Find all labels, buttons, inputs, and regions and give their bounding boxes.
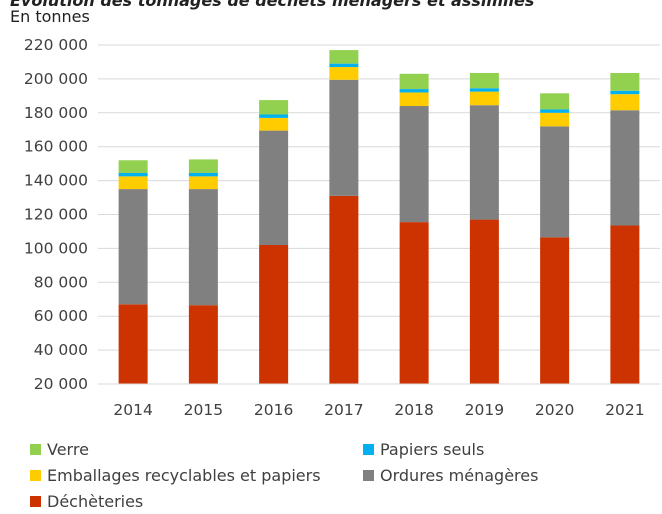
bar-d-ch-teries-2014 bbox=[118, 304, 148, 384]
x-tick-label: 2017 bbox=[324, 401, 363, 419]
chart-title: Évolution des tonnages de déchets ménage… bbox=[10, 0, 535, 10]
legend-swatch-papiers-seuls bbox=[363, 444, 374, 455]
bar-d-ch-teries-2016 bbox=[259, 245, 289, 384]
legend-label-decheteries: Déchèteries bbox=[47, 492, 144, 511]
legend-swatch-decheteries bbox=[30, 496, 41, 507]
legend-item-verre: Verre bbox=[30, 440, 89, 459]
bar-verre-2018 bbox=[399, 73, 429, 90]
y-tick-label: 40 000 bbox=[34, 341, 88, 359]
bar-papiers-seuls-2014 bbox=[118, 172, 148, 177]
x-tick-label: 2015 bbox=[184, 401, 223, 419]
legend-swatch-verre bbox=[30, 444, 41, 455]
y-tick-label: 140 000 bbox=[24, 172, 88, 190]
legend-item-emballages: Emballages recyclables et papiers bbox=[30, 466, 321, 485]
x-tick-label: 2014 bbox=[113, 401, 152, 419]
bar-d-ch-teries-2015 bbox=[188, 305, 218, 384]
bar-ordures-m-nag-res-2021 bbox=[610, 110, 640, 226]
x-tick-label: 2019 bbox=[465, 401, 504, 419]
bar-verre-2016 bbox=[259, 100, 289, 115]
legend-item-decheteries: Déchèteries bbox=[30, 492, 143, 511]
bar-papiers-seuls-2018 bbox=[399, 89, 429, 93]
bar-emballages-recyclables-et-papiers-2015 bbox=[188, 176, 218, 190]
y-tick-label: 20 000 bbox=[34, 375, 88, 393]
legend-label-verre: Verre bbox=[47, 440, 89, 459]
chart-subtitle: En tonnes bbox=[10, 7, 90, 26]
y-tick-label: 220 000 bbox=[24, 36, 88, 54]
y-tick-label: 60 000 bbox=[34, 307, 88, 325]
bar-emballages-recyclables-et-papiers-2021 bbox=[610, 94, 640, 111]
legend-item-papiers-seuls: Papiers seuls bbox=[363, 440, 484, 459]
bar-verre-2017 bbox=[329, 50, 359, 64]
legend-swatch-ordures-menageres bbox=[363, 470, 374, 481]
bar-papiers-seuls-2019 bbox=[469, 88, 499, 92]
y-tick-label: 200 000 bbox=[24, 70, 88, 88]
legend-item-ordures-menageres: Ordures ménagères bbox=[363, 466, 538, 485]
bar-papiers-seuls-2016 bbox=[259, 114, 289, 118]
y-tick-label: 100 000 bbox=[24, 239, 88, 257]
legend-label-emballages: Emballages recyclables et papiers bbox=[47, 466, 321, 485]
bar-ordures-m-nag-res-2020 bbox=[540, 126, 570, 238]
bar-ordures-m-nag-res-2014 bbox=[118, 189, 148, 305]
y-tick-label: 160 000 bbox=[24, 138, 88, 156]
bar-papiers-seuls-2017 bbox=[329, 63, 359, 68]
bar-ordures-m-nag-res-2018 bbox=[399, 106, 429, 223]
bar-emballages-recyclables-et-papiers-2017 bbox=[329, 67, 359, 80]
bar-emballages-recyclables-et-papiers-2018 bbox=[399, 92, 429, 107]
bar-verre-2014 bbox=[118, 160, 148, 173]
bar-ordures-m-nag-res-2017 bbox=[329, 79, 359, 196]
stacked-bar-chart: 20 000 40 000 60 000 80 000 100 000 120 000 14… bbox=[24, 36, 660, 419]
bar-d-ch-teries-2019 bbox=[469, 219, 499, 384]
bar-papiers-seuls-2020 bbox=[540, 109, 570, 113]
bar-papiers-seuls-2021 bbox=[610, 90, 640, 95]
bar-papiers-seuls-2015 bbox=[188, 172, 218, 177]
legend-label-ordures-menageres: Ordures ménagères bbox=[380, 466, 539, 485]
bar-verre-2021 bbox=[610, 72, 640, 91]
y-tick-label: 80 000 bbox=[34, 273, 88, 291]
bar-emballages-recyclables-et-papiers-2016 bbox=[259, 117, 289, 131]
x-tick-label: 2021 bbox=[605, 401, 644, 419]
legend-swatch-emballages bbox=[30, 470, 41, 481]
bar-verre-2019 bbox=[469, 72, 499, 89]
bar-ordures-m-nag-res-2015 bbox=[188, 189, 218, 306]
bar-ordures-m-nag-res-2016 bbox=[259, 130, 289, 246]
bar-d-ch-teries-2021 bbox=[610, 225, 640, 384]
bar-d-ch-teries-2018 bbox=[399, 222, 429, 384]
y-tick-label: 180 000 bbox=[24, 104, 88, 122]
bar-emballages-recyclables-et-papiers-2014 bbox=[118, 176, 148, 190]
bar-verre-2020 bbox=[540, 93, 570, 110]
bar-ordures-m-nag-res-2019 bbox=[469, 105, 499, 220]
y-tick-label: 120 000 bbox=[24, 206, 88, 224]
bar-emballages-recyclables-et-papiers-2019 bbox=[469, 91, 499, 106]
bar-emballages-recyclables-et-papiers-2020 bbox=[540, 112, 570, 127]
bar-d-ch-teries-2020 bbox=[540, 237, 570, 384]
bar-verre-2015 bbox=[188, 159, 218, 173]
legend-label-papiers-seuls: Papiers seuls bbox=[380, 440, 485, 459]
x-tick-label: 2016 bbox=[254, 401, 293, 419]
x-tick-label: 2018 bbox=[394, 401, 433, 419]
bar-d-ch-teries-2017 bbox=[329, 195, 359, 384]
x-tick-label: 2020 bbox=[535, 401, 574, 419]
